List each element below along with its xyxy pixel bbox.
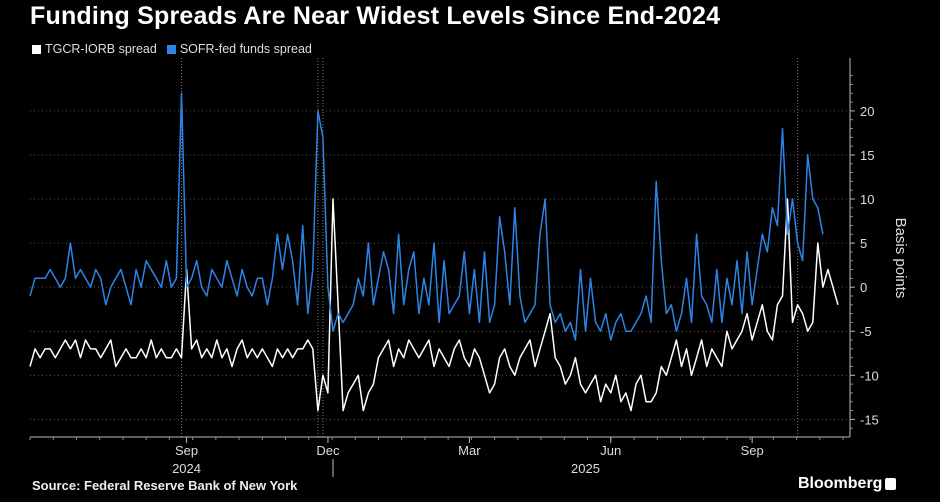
y-tick-label: 20: [860, 104, 874, 119]
y-axis: 20 15 10 5 0 -5 -10 -15: [849, 58, 879, 437]
x-axis: Sep Dec Mar Jun Sep 2024 2025: [29, 436, 850, 477]
series-line-tgcr-iorb: [29, 198, 839, 412]
legend-swatch-sofr: [166, 44, 176, 54]
reference-lines: [181, 58, 799, 437]
y-tick-label: 10: [860, 192, 874, 207]
x-year-label: 2024: [172, 461, 201, 476]
y-tick-label: -15: [860, 412, 879, 427]
x-tick-label: Sep: [741, 443, 764, 458]
y-tick-label: 5: [860, 236, 867, 251]
x-year-label: 2025: [571, 461, 600, 476]
gridlines: [30, 110, 850, 420]
x-tick-label: Jun: [600, 443, 621, 458]
legend: TGCR-IORB spread SOFR-fed funds spread: [32, 42, 312, 56]
y-axis-label: Basis points: [892, 218, 909, 299]
legend-item-sofr: SOFR-fed funds spread: [166, 42, 312, 56]
x-tick-label: Mar: [458, 443, 481, 458]
x-tick-label: Sep: [175, 443, 198, 458]
chart-title: Funding Spreads Are Near Widest Levels S…: [30, 2, 721, 30]
x-tick-label: Dec: [316, 443, 340, 458]
bloomberg-terminal-icon: [885, 478, 897, 490]
bloomberg-logo: Bloomberg: [798, 475, 897, 493]
series-lines: [29, 92, 839, 412]
brand-name: Bloomberg: [798, 475, 883, 492]
legend-label-tgcr: TGCR-IORB spread: [45, 42, 157, 56]
y-tick-label: 0: [860, 280, 867, 295]
legend-swatch-tgcr: [32, 44, 41, 54]
legend-item-tgcr: TGCR-IORB spread: [32, 42, 157, 56]
legend-label-sofr: SOFR-fed funds spread: [179, 42, 312, 56]
series-line-sofr-fed-funds: [29, 92, 824, 341]
y-tick-label: 15: [860, 148, 874, 163]
y-tick-label: -10: [860, 368, 879, 383]
source-note: Source: Federal Reserve Bank of New York: [32, 478, 298, 493]
y-tick-label: -5: [860, 324, 872, 339]
